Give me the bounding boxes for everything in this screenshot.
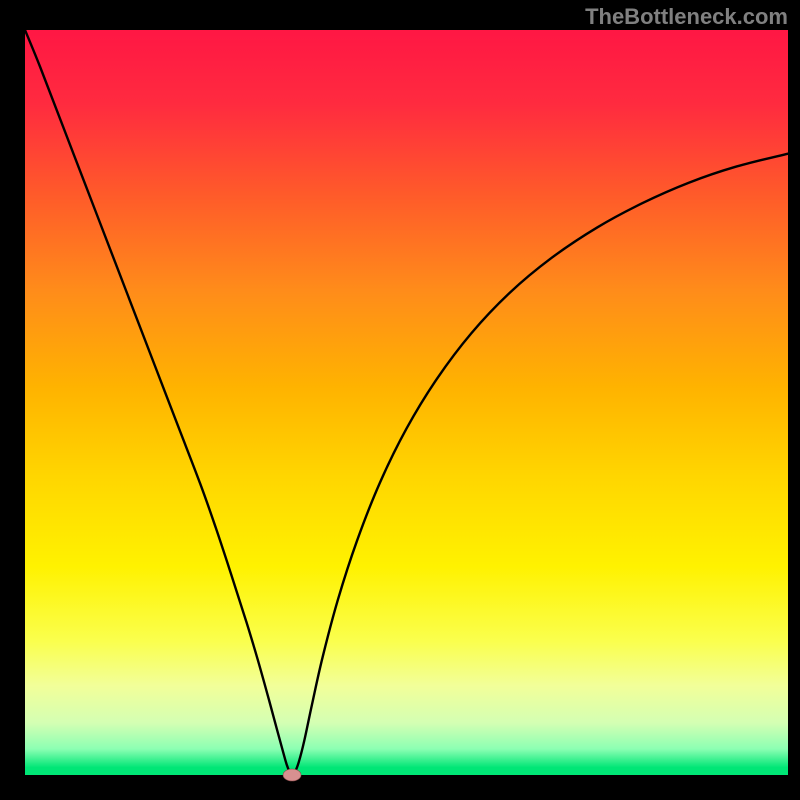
chart-container: TheBottleneck.com — [0, 0, 800, 800]
bottleneck-chart — [0, 0, 800, 800]
